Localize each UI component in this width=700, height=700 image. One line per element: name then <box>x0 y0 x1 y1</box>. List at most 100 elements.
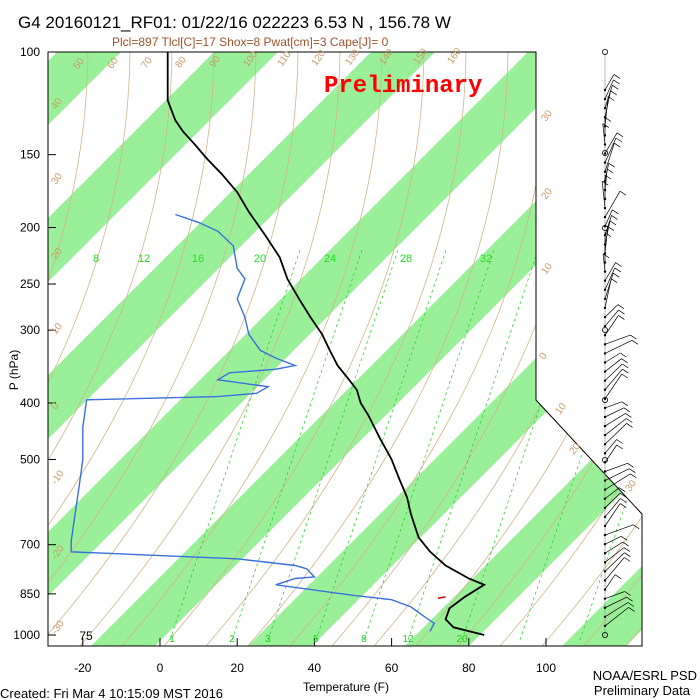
adiabat-label-right: 20 <box>539 186 555 202</box>
wind-barb-flag <box>611 278 618 283</box>
wind-barb <box>604 439 617 454</box>
wind-barb-flag <box>625 413 632 418</box>
wind-barb-dot <box>603 561 607 564</box>
wind-barb <box>604 368 623 390</box>
wind-barb <box>604 596 627 609</box>
dry-adiabat-line <box>79 52 341 646</box>
wind-barb-dot <box>603 406 607 410</box>
wind-barb <box>604 74 615 91</box>
y-tick-label: 300 <box>20 323 40 337</box>
wind-barb <box>604 574 616 590</box>
wind-barb-dot <box>603 497 607 500</box>
dewpoint-line <box>70 213 435 632</box>
adiabat-label-top: 120 <box>309 48 328 68</box>
wind-barb <box>604 557 625 581</box>
wind-barb-dot <box>603 461 607 464</box>
wind-barb-flag <box>611 215 618 220</box>
wind-barb <box>604 132 618 154</box>
x-tick-label: 60 <box>385 661 399 675</box>
y-tick-label: 250 <box>20 277 40 291</box>
wind-barb <box>604 262 616 281</box>
mixing-ratio-label: 20 <box>254 253 266 265</box>
moisture-band <box>48 52 642 646</box>
wind-barb-dot <box>603 161 607 164</box>
wind-barb-dot <box>603 324 607 328</box>
adiabat-label-right: 0 <box>537 350 549 361</box>
wind-barb-dot <box>603 515 607 519</box>
moisture-band <box>351 52 642 646</box>
wind-barb-flag <box>622 541 629 547</box>
wind-barb-flag <box>602 123 609 128</box>
mixing-ratio-label: 12 <box>138 253 150 265</box>
wind-barb-flag <box>614 574 622 579</box>
wind-barb-dot <box>603 470 607 473</box>
wind-barb <box>604 226 609 254</box>
adiabat-label-left: 10 <box>49 321 65 337</box>
wind-barb-flag <box>621 536 628 541</box>
wind-barb-flag <box>628 607 635 612</box>
dry-adiabat-line <box>48 52 131 646</box>
wind-barb-flag <box>622 368 629 374</box>
wind-barb-flag <box>619 487 626 492</box>
adiabat-label-right: 30 <box>539 108 555 124</box>
wind-barb <box>604 79 614 100</box>
wind-barb-flag <box>623 407 631 413</box>
wind-barb <box>604 309 619 327</box>
wind-barb-flag <box>624 552 631 557</box>
wind-barb-flag <box>629 468 636 473</box>
wind-barb-flag <box>621 401 629 407</box>
x-tick-label: 20 <box>231 661 245 675</box>
mixing-ratio-bottom-label: 5 <box>313 634 319 645</box>
dry-adiabat-line <box>48 52 89 646</box>
wind-barb-dot <box>603 397 607 401</box>
wind-barb-dot <box>603 579 607 582</box>
adiabat-label-left: -10 <box>49 468 67 487</box>
wind-barb-dot <box>603 379 607 382</box>
wind-barb-flag <box>627 602 635 607</box>
wind-barb-dot <box>603 97 607 101</box>
wind-barb-dot <box>603 334 607 337</box>
adiabat-label-top: 160 <box>445 46 464 66</box>
wind-barb-flag <box>612 85 619 90</box>
mixing-ratio-label: 8 <box>93 253 99 265</box>
wind-barb-flag <box>627 463 634 468</box>
wind-barb <box>604 278 612 309</box>
wind-barb <box>604 96 609 127</box>
dry-adiabat-line <box>121 52 383 646</box>
wind-barb-flag <box>614 142 621 148</box>
wind-barb-dot <box>603 106 607 110</box>
wind-barb-flag <box>621 373 628 379</box>
calm-wind-marker <box>602 396 609 403</box>
y-tick-label: 200 <box>20 221 40 235</box>
calm-wind-marker <box>602 149 609 156</box>
mixing-ratio-line <box>231 249 363 641</box>
wind-barb <box>604 315 619 336</box>
wind-barb-dot <box>603 597 607 600</box>
wind-barb-dot <box>603 370 607 373</box>
mixing-ratio-label: 28 <box>400 253 412 265</box>
wind-barb-flag <box>623 547 631 552</box>
wind-barb-flag <box>619 503 627 508</box>
moisture-band <box>665 0 700 700</box>
wind-barb <box>604 602 629 618</box>
wind-barb-dot <box>603 570 607 573</box>
wind-barb <box>604 363 623 381</box>
wind-barb-flag <box>620 352 627 358</box>
mixing-ratio-label: 32 <box>480 253 492 265</box>
wind-barb-flag <box>626 418 633 423</box>
wind-barb-flag <box>607 168 614 174</box>
sounding-lines <box>70 52 487 636</box>
wind-barb <box>604 191 621 218</box>
dry-adiabat-line <box>48 52 257 646</box>
mixing-ratio-label: 24 <box>324 253 336 265</box>
wind-barb-flag <box>615 137 623 143</box>
moisture-band <box>48 52 330 646</box>
mixing-ratio-bottom-label: 20 <box>456 634 468 645</box>
chart-subtitle: Plcl=897 Tlcl[C]=17 Shox=8 Pwat[cm]=3 Ca… <box>112 35 389 49</box>
wind-barb <box>604 462 628 472</box>
wind-barb <box>602 123 606 145</box>
dry-adiabat-line <box>163 52 425 646</box>
wind-barb-flag <box>631 340 639 345</box>
wind-barb-flag <box>616 132 624 138</box>
